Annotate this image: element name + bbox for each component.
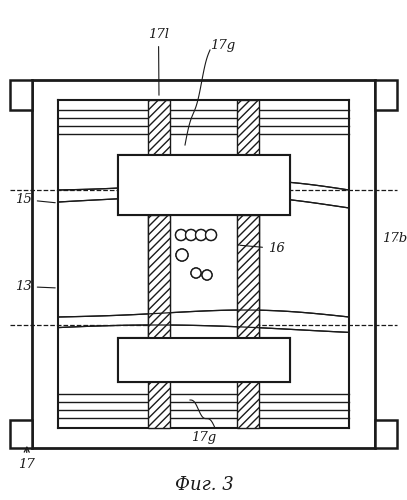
Bar bbox=[237, 215, 259, 338]
Bar bbox=[375, 420, 397, 448]
Circle shape bbox=[206, 230, 217, 240]
Bar bbox=[118, 155, 290, 215]
Circle shape bbox=[176, 249, 188, 261]
Bar bbox=[118, 155, 290, 215]
Bar bbox=[148, 215, 170, 338]
Bar bbox=[32, 80, 375, 448]
Circle shape bbox=[202, 270, 212, 280]
Circle shape bbox=[195, 230, 206, 240]
Circle shape bbox=[186, 230, 197, 240]
Circle shape bbox=[175, 230, 186, 240]
Text: 16: 16 bbox=[240, 242, 285, 255]
Circle shape bbox=[202, 270, 212, 280]
Bar bbox=[10, 80, 32, 110]
Circle shape bbox=[191, 268, 201, 278]
Text: 17g: 17g bbox=[191, 432, 217, 444]
Text: 17: 17 bbox=[18, 447, 35, 471]
Bar bbox=[170, 215, 237, 338]
Bar bbox=[118, 338, 290, 382]
Circle shape bbox=[186, 230, 197, 240]
Circle shape bbox=[206, 230, 217, 240]
Circle shape bbox=[195, 230, 206, 240]
Circle shape bbox=[191, 268, 201, 278]
Circle shape bbox=[175, 230, 186, 240]
Text: 17b: 17b bbox=[382, 232, 407, 245]
Text: 15: 15 bbox=[15, 193, 55, 206]
Bar bbox=[10, 420, 32, 448]
Bar bbox=[375, 80, 397, 110]
Bar bbox=[118, 338, 290, 382]
Text: Фиг. 3: Фиг. 3 bbox=[175, 476, 233, 494]
Circle shape bbox=[176, 249, 188, 261]
Bar bbox=[237, 100, 259, 428]
Text: 17l: 17l bbox=[148, 28, 169, 95]
Text: 13: 13 bbox=[15, 280, 55, 293]
Bar bbox=[148, 100, 170, 428]
Text: 17g: 17g bbox=[210, 38, 235, 52]
